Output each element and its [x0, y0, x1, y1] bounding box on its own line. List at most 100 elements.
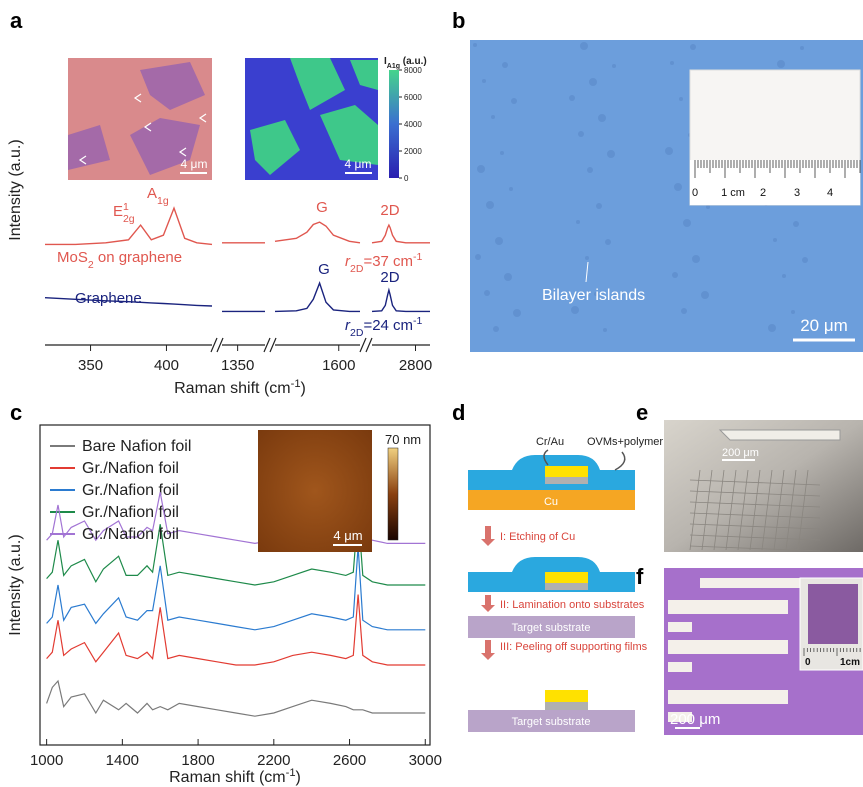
scale-bar-label: 200 μm	[670, 711, 720, 728]
island	[607, 150, 615, 158]
island	[504, 273, 512, 281]
text-part: 2D	[350, 327, 364, 339]
colorbar	[388, 448, 398, 540]
ruler-label: 2	[760, 187, 766, 199]
ruler-label: 4	[827, 187, 833, 199]
island	[578, 131, 584, 137]
text-part: -1	[286, 767, 296, 779]
island	[569, 95, 575, 101]
panel-letter: f	[636, 564, 644, 589]
scale-bar-label: 200 μm	[722, 447, 759, 459]
substrate-label: Target substrate	[512, 622, 591, 634]
island	[692, 255, 700, 263]
annotation: E12g	[113, 201, 135, 225]
ovm	[545, 477, 588, 484]
island	[491, 115, 495, 119]
island	[683, 219, 691, 227]
island	[782, 274, 786, 278]
arrow	[615, 452, 625, 470]
panel-letter: e	[636, 400, 648, 425]
panel-letter: b	[452, 8, 465, 33]
ruler-label: 0	[805, 657, 811, 668]
step-arrow-head	[481, 539, 495, 546]
text-part: )	[301, 380, 306, 397]
spectrum-line	[372, 290, 430, 311]
x-tick-label: 2800	[399, 357, 432, 374]
island	[800, 46, 804, 50]
substrate-label: Target substrate	[512, 716, 591, 728]
island	[585, 256, 589, 260]
island	[674, 183, 682, 191]
island	[473, 43, 477, 47]
island	[802, 257, 808, 263]
island	[493, 326, 499, 332]
legend-label: Gr./Nafion foil	[82, 482, 179, 499]
island	[791, 310, 795, 314]
island	[509, 187, 513, 191]
axis-break	[360, 338, 366, 352]
electrode	[668, 690, 788, 704]
colorbar-label: 70 nm	[385, 432, 421, 447]
x-tick-label: 400	[154, 357, 179, 374]
ruler-label: 3	[794, 187, 800, 199]
spectrum-line	[47, 595, 426, 665]
ruler-label: 0	[692, 187, 698, 199]
y-axis-title: Intensity (a.u.)	[7, 534, 24, 635]
text-part: on graphene	[94, 249, 182, 266]
colorbar-tick-label: 8000	[404, 66, 422, 75]
island	[484, 290, 490, 296]
step-arrow-head	[481, 653, 495, 660]
island	[701, 291, 709, 299]
island	[679, 97, 683, 101]
island	[665, 147, 673, 155]
panel-letter: a	[10, 8, 23, 33]
island	[482, 79, 486, 83]
page: { "panel_labels": ["a", "b", "c", "d", "…	[0, 0, 863, 787]
ovm	[545, 583, 588, 590]
island	[486, 201, 494, 209]
ruler-label: 1 cm	[721, 187, 745, 199]
island	[793, 221, 799, 227]
spectrum-line	[47, 547, 426, 630]
island	[587, 167, 593, 173]
text-part: 2D	[380, 202, 399, 219]
text-part: =37 cm	[363, 253, 413, 270]
electrode	[668, 622, 692, 632]
metal	[545, 572, 588, 583]
scale-bar-label: 4 μm	[345, 157, 372, 171]
axis-break	[366, 338, 372, 352]
scale-bar-label: 4 μm	[333, 528, 362, 543]
annotation: G	[316, 199, 328, 216]
ruler	[690, 160, 860, 205]
legend-label: Bare Nafion foil	[82, 438, 191, 455]
step-arrow	[485, 640, 491, 654]
electrode	[668, 640, 788, 654]
x-axis-title: Raman shift (cm-1)	[169, 767, 301, 786]
colorbar-tick-label: 6000	[404, 93, 422, 102]
text-part: )	[296, 769, 301, 786]
device-array	[808, 584, 858, 644]
metal	[545, 466, 588, 477]
step-arrow	[485, 526, 491, 540]
annotation: Graphene	[75, 290, 142, 307]
colorbar-tick-label: 4000	[404, 120, 422, 129]
colorbar-tick-label: 2000	[404, 147, 422, 156]
island	[596, 203, 602, 209]
text-part: MoS	[57, 249, 88, 266]
annotation: G	[318, 261, 330, 278]
island	[502, 62, 508, 68]
text-part: -1	[291, 378, 301, 390]
scale-bar-label: 20 μm	[800, 316, 848, 335]
metal	[545, 690, 588, 702]
island	[475, 254, 481, 260]
annotation: Bilayer islands	[542, 287, 645, 304]
annotation: MoS2 on graphene	[57, 249, 182, 271]
text-part: Graphene	[75, 290, 142, 307]
island	[576, 220, 580, 224]
electrode	[668, 600, 788, 614]
island	[513, 309, 521, 317]
text-part: Raman shift (cm	[169, 769, 285, 786]
x-tick-label: 2600	[333, 752, 366, 769]
text-part: A	[147, 185, 157, 202]
island	[773, 238, 777, 242]
